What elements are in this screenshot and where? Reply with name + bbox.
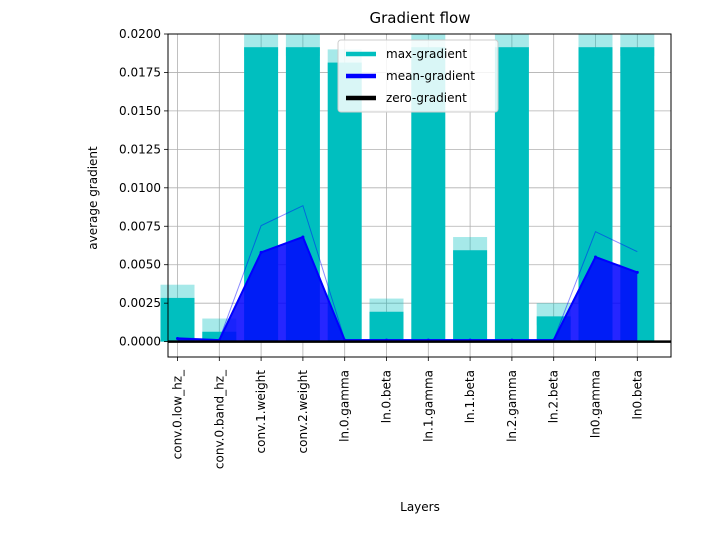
y-tick-label: 0.0025: [119, 296, 161, 310]
mean-gradient-point: [301, 235, 305, 239]
y-tick-label: 0.0175: [119, 65, 161, 79]
y-tick-label: 0.0150: [119, 104, 161, 118]
mean-gradient-point: [259, 250, 263, 254]
max-gradient-bar: [369, 311, 404, 342]
legend-entry: mean-gradient: [386, 69, 475, 83]
mean-gradient-envelope-line: [177, 204, 638, 341]
legend-entry: max-gradient: [386, 47, 467, 61]
y-tick-label: 0.0200: [119, 27, 161, 41]
x-tick-label: ln.1.gamma: [421, 370, 435, 442]
line-layer: [168, 204, 671, 343]
y-tick-label: 0.0125: [119, 142, 161, 156]
legend-entry: zero-gradient: [386, 91, 467, 105]
x-tick-label: ln.2.beta: [547, 370, 561, 423]
x-axis-label: Layers: [400, 500, 440, 514]
x-tick-label: conv.1.weight: [254, 370, 268, 454]
x-tick-label: ln0.gamma: [589, 370, 603, 438]
x-tick-label: ln0.beta: [630, 370, 644, 419]
x-tick-label: ln.1.beta: [463, 370, 477, 423]
y-tick-label: 0.0100: [119, 181, 161, 195]
x-tick-label: ln.0.gamma: [338, 370, 352, 442]
max-gradient-bar: [160, 297, 195, 342]
y-tick-label: 0.0075: [119, 219, 161, 233]
mean-gradient-point: [635, 270, 639, 274]
y-tick-label: 0.0050: [119, 258, 161, 272]
chart-title: Gradient flow: [370, 9, 471, 27]
x-tick-label: conv.0.band_hz_: [212, 369, 226, 469]
max-gradient-bar: [494, 47, 529, 342]
plot-frame: [167, 33, 672, 358]
legend-layer: max-gradient mean-gradient zero-gradient: [337, 39, 499, 113]
x-tick-label: ln.2.gamma: [505, 370, 519, 442]
axis-layer: 0.0000 0.0025 0.0050 0.0075 0.0100 0.0125 0.01…: [119, 27, 672, 469]
y-axis-label: average gradient: [86, 146, 100, 250]
mean-gradient-area: [177, 237, 638, 342]
y-tick-label: 0.0000: [119, 335, 161, 349]
max-gradient-bar: [202, 331, 237, 342]
x-tick-label: conv.0.low_hz_: [171, 369, 185, 459]
x-tick-label: ln.0.beta: [380, 370, 394, 423]
mean-gradient-line: [177, 235, 638, 342]
x-tick-label: conv.2.weight: [296, 370, 310, 454]
legend-box: [337, 39, 499, 113]
max-gradient-bar: [453, 250, 488, 342]
mean-gradient-point: [594, 255, 597, 259]
mean-gradient-point: [176, 337, 179, 341]
